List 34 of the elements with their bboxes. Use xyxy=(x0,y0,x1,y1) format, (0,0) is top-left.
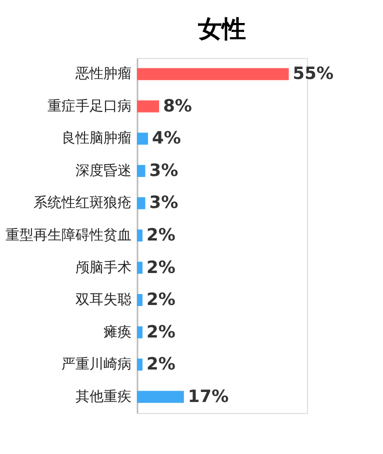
y-tick-label: 严重川崎病 xyxy=(62,356,132,373)
chart-title: 女性 xyxy=(197,15,246,43)
bar xyxy=(137,68,289,80)
y-tick-label: 重型再生障碍性贫血 xyxy=(6,228,132,244)
data-label: 3% xyxy=(149,193,178,214)
y-tick-label: 良性脑肿瘤 xyxy=(62,130,132,147)
y-tick-label: 颅脑手术 xyxy=(76,260,132,276)
data-label: 2% xyxy=(146,290,176,310)
data-label: 2% xyxy=(146,354,176,375)
bar xyxy=(137,132,148,145)
data-label: 8% xyxy=(163,96,192,116)
bar xyxy=(137,294,143,306)
y-tick-label: 双耳失聪 xyxy=(76,292,132,308)
y-tick-label: 系统性红斑狼疮 xyxy=(34,195,132,212)
bar xyxy=(137,197,146,210)
y-tick-label: 深度昏迷 xyxy=(76,162,132,179)
data-label: 2% xyxy=(146,226,176,246)
bar xyxy=(137,262,143,274)
bar xyxy=(137,230,143,242)
bar xyxy=(137,100,160,112)
y-tick-label: 重症手足口病 xyxy=(48,98,132,114)
y-tick-label: 恶性肿瘤 xyxy=(74,66,132,82)
y-tick-label: 瘫痪 xyxy=(104,324,132,340)
data-label: 4% xyxy=(152,128,181,149)
data-label: 2% xyxy=(146,258,176,278)
data-label: 3% xyxy=(149,160,178,181)
data-label: 17% xyxy=(188,386,229,407)
bar xyxy=(137,390,184,403)
data-label: 2% xyxy=(146,322,176,342)
bar xyxy=(137,326,143,338)
bar xyxy=(137,358,143,371)
y-tick-label: 其他重疾 xyxy=(76,388,132,405)
data-label: 55% xyxy=(292,64,334,84)
bar xyxy=(137,164,146,177)
